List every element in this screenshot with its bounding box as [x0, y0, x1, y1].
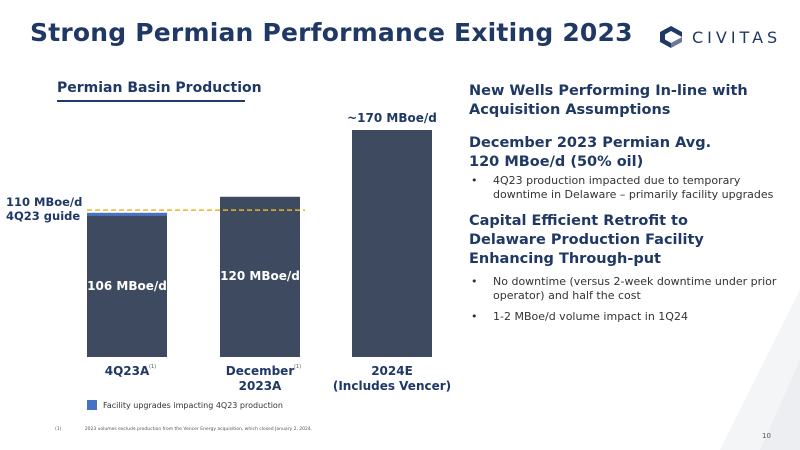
data-label-december: 120 MBoe/d [220, 269, 300, 283]
logo-text: CIVITAS [692, 27, 782, 47]
section-heading-new-wells: New Wells Performing In-line with Acquis… [469, 83, 748, 118]
category-label-2: December [226, 364, 295, 378]
company-logo: CIVITAS [658, 24, 781, 50]
footnote-marker: (1) [55, 427, 62, 432]
bar-segment-facility-1 [87, 212, 167, 216]
bullet-item: No downtime (versus 2-week downtime unde… [469, 275, 787, 303]
bar-3 [352, 130, 432, 357]
chart-title-underline [57, 100, 245, 102]
footnote: (1) 2023 volumes exclude production from… [55, 427, 312, 432]
data-label-4q23: 106 MBoe/d [87, 279, 167, 293]
category-label-2: 2023A [239, 379, 282, 393]
chart-title: Permian Basin Production [57, 80, 262, 96]
section-heading-december: December 2023 Permian Avg. 120 MBoe/d (5… [469, 135, 712, 170]
category-footnote-marker-1: (1) [149, 364, 156, 370]
page-title: Strong Permian Performance Exiting 2023 [30, 18, 633, 47]
section-december-2023: December 2023 Permian Avg. 120 MBoe/d (5… [469, 134, 787, 202]
bar-1 [87, 215, 167, 357]
category-label-3: (Includes Vencer) [333, 379, 451, 393]
bullet-item: 4Q23 production impacted due to temporar… [469, 174, 787, 202]
december-bullets: 4Q23 production impacted due to temporar… [469, 174, 787, 202]
bullet-item: 1-2 MBoe/d volume impact in 1Q24 [469, 310, 787, 324]
background-decoration [720, 290, 800, 450]
section-heading-retrofit: Capital Efficient Retrofit to Delaware P… [469, 213, 704, 267]
data-label-2024e: ~170 MBoe/d [347, 111, 437, 125]
category-footnote-marker-2: (1) [294, 364, 301, 370]
guide-label-text: 4Q23 guide [6, 209, 80, 223]
category-label-3: 2024E [371, 364, 413, 378]
bar-2 [220, 196, 300, 357]
guide-label-value: 110 MBoe/d [6, 195, 82, 209]
legend-swatch-facility [87, 400, 97, 410]
category-label-1: 4Q23A [105, 364, 150, 378]
right-panel: New Wells Performing In-line with Acquis… [469, 82, 787, 331]
footnote-text: 2023 volumes exclude production from the… [84, 427, 313, 432]
page-number: 10 [762, 432, 771, 440]
retrofit-bullets: No downtime (versus 2-week downtime unde… [469, 275, 787, 324]
legend-label-facility: Facility upgrades impacting 4Q23 product… [103, 400, 283, 410]
chart-legend: Facility upgrades impacting 4Q23 product… [87, 400, 283, 410]
section-retrofit: Capital Efficient Retrofit to Delaware P… [469, 212, 787, 324]
civitas-logo-icon [660, 26, 682, 48]
